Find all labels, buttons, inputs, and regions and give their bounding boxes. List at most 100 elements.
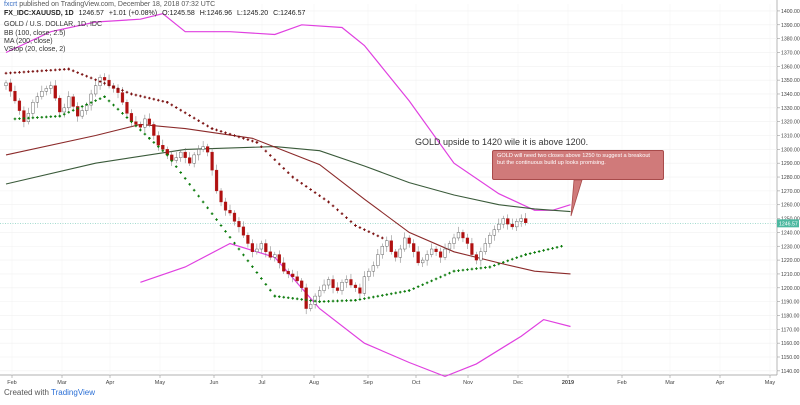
candle-body bbox=[76, 106, 80, 117]
candle-body bbox=[219, 190, 223, 203]
candle-body bbox=[447, 243, 452, 250]
y-tick-label: 1320.00 bbox=[781, 120, 800, 126]
vstop-lower-mark bbox=[125, 116, 129, 119]
candle-body bbox=[58, 97, 62, 113]
vstop-upper-mark bbox=[49, 68, 53, 72]
candle-body bbox=[394, 251, 398, 258]
candle-body bbox=[425, 254, 429, 261]
vstop-upper-mark bbox=[224, 131, 227, 135]
vstop-upper-mark bbox=[260, 145, 263, 149]
vstop-upper-mark bbox=[148, 96, 151, 100]
tradingview-logo[interactable]: TradingView bbox=[51, 388, 96, 397]
vstop-upper-mark bbox=[4, 71, 8, 75]
vstop-upper-mark bbox=[233, 134, 236, 137]
candle-body bbox=[174, 157, 178, 161]
candle-body bbox=[519, 218, 523, 222]
vstop-upper-mark bbox=[62, 68, 66, 71]
x-tick-label: Jul bbox=[258, 380, 265, 386]
candle-body bbox=[241, 226, 246, 236]
candle-body bbox=[49, 85, 53, 89]
y-tick-label: 1380.00 bbox=[781, 37, 800, 43]
candle-body bbox=[246, 234, 250, 244]
ohlc-close: C:1246.57 bbox=[273, 10, 306, 17]
vstop-upper-mark bbox=[251, 139, 254, 143]
vstop-lower-mark bbox=[13, 117, 17, 121]
vstop-lower-mark bbox=[291, 297, 295, 300]
candle-body bbox=[470, 243, 474, 255]
chart-title: GOLD / U.S. DOLLAR, 1D, IDC bbox=[4, 21, 103, 28]
candle-body bbox=[228, 210, 232, 214]
x-axis: Feb Mar Apr May Jun Jul Aug Sep Oct Nov Dec 2019 Feb… bbox=[7, 375, 775, 386]
candle-body bbox=[371, 265, 375, 272]
indicator-bb[interactable]: BB (100, close, 2.5) bbox=[4, 30, 66, 37]
vstop-lower-mark bbox=[385, 293, 389, 296]
y-tick-label: 1350.00 bbox=[781, 78, 800, 84]
candle-body bbox=[412, 243, 416, 252]
x-tick-label: Aug bbox=[309, 380, 319, 386]
ma-200-line bbox=[5, 123, 571, 275]
candle-body bbox=[403, 237, 407, 250]
vstop-lower-mark bbox=[519, 254, 523, 258]
vstop-lower-mark bbox=[201, 200, 205, 204]
vstop-lower-mark bbox=[524, 253, 527, 256]
vstop-upper-mark bbox=[45, 69, 48, 72]
vstop-lower-mark bbox=[367, 296, 371, 300]
vstop-lower-mark bbox=[407, 289, 411, 292]
candle-body bbox=[62, 107, 66, 113]
candle-body bbox=[443, 248, 447, 258]
indicator-vstop[interactable]: VStop (20, close, 2) bbox=[4, 46, 66, 53]
vstop-lower-mark bbox=[85, 103, 88, 106]
vstop-upper-mark bbox=[89, 76, 93, 80]
vstop-upper-mark bbox=[282, 167, 286, 170]
vstop-upper-mark bbox=[269, 154, 272, 157]
x-tick-label: Nov bbox=[463, 380, 473, 386]
vstop-upper-mark bbox=[31, 70, 35, 73]
price-change: +1.01 (+0.08%) bbox=[108, 10, 158, 17]
vstop-lower-mark bbox=[246, 259, 250, 263]
candle-body bbox=[438, 251, 443, 258]
vstop-upper-mark bbox=[219, 130, 223, 133]
bb-upper-line bbox=[5, 13, 571, 211]
candle-body bbox=[501, 218, 505, 225]
y-tick-label: 1400.00 bbox=[781, 9, 800, 15]
y-axis: 1140.00 1150.00 1160.00 1170.00 1180.00 1190.… bbox=[777, 9, 800, 375]
candle-body bbox=[152, 124, 156, 136]
vstop-lower-mark bbox=[546, 248, 550, 251]
y-tick-label: 1190.00 bbox=[781, 300, 799, 306]
vstop-upper-mark bbox=[291, 175, 295, 179]
vstop-upper-mark bbox=[210, 127, 214, 130]
vstop-upper-mark bbox=[327, 200, 330, 204]
x-tick-label: Mar bbox=[57, 380, 67, 386]
vstop-lower-mark bbox=[533, 251, 536, 254]
vstop-upper-mark bbox=[246, 138, 250, 141]
vstop-lower-mark bbox=[331, 299, 335, 303]
y-tick-label: 1270.00 bbox=[781, 189, 800, 195]
candle-body bbox=[13, 91, 17, 102]
vstop-lower-mark bbox=[67, 110, 71, 114]
vstop-lower-mark bbox=[537, 250, 541, 253]
vstop-lower-mark bbox=[112, 103, 115, 107]
ohlc-high: H:1246.96 bbox=[199, 10, 233, 17]
vstop-lower-mark bbox=[376, 294, 380, 298]
vstop-upper-mark bbox=[358, 226, 362, 229]
symbol-label: FX_IDC:XAUUSD, 1D bbox=[4, 10, 74, 17]
candle-body bbox=[205, 146, 210, 153]
vstop-upper-mark bbox=[13, 71, 17, 74]
annotation-text: GOLD upside to 1420 wile it is above 120… bbox=[415, 137, 589, 147]
y-tick-label: 1260.00 bbox=[781, 203, 800, 209]
chart-grid bbox=[0, 0, 778, 376]
vstop-lower-mark bbox=[134, 124, 138, 128]
vstop-lower-mark bbox=[98, 97, 102, 100]
author-link[interactable]: fxcrt bbox=[4, 1, 18, 8]
vstop-lower-mark bbox=[188, 183, 191, 186]
indicator-ma[interactable]: MA (200, close) bbox=[4, 38, 53, 45]
vstop-lower-mark bbox=[58, 114, 62, 118]
vstop-lower-mark bbox=[461, 268, 465, 272]
x-tick-label: May bbox=[155, 380, 166, 386]
vstop-lower-mark bbox=[174, 165, 178, 168]
candle-body bbox=[421, 259, 425, 264]
vstop-upper-mark bbox=[71, 69, 75, 73]
vstop-lower-mark bbox=[31, 116, 35, 120]
candle-body bbox=[264, 243, 268, 252]
vstop-lower-mark bbox=[192, 188, 196, 192]
